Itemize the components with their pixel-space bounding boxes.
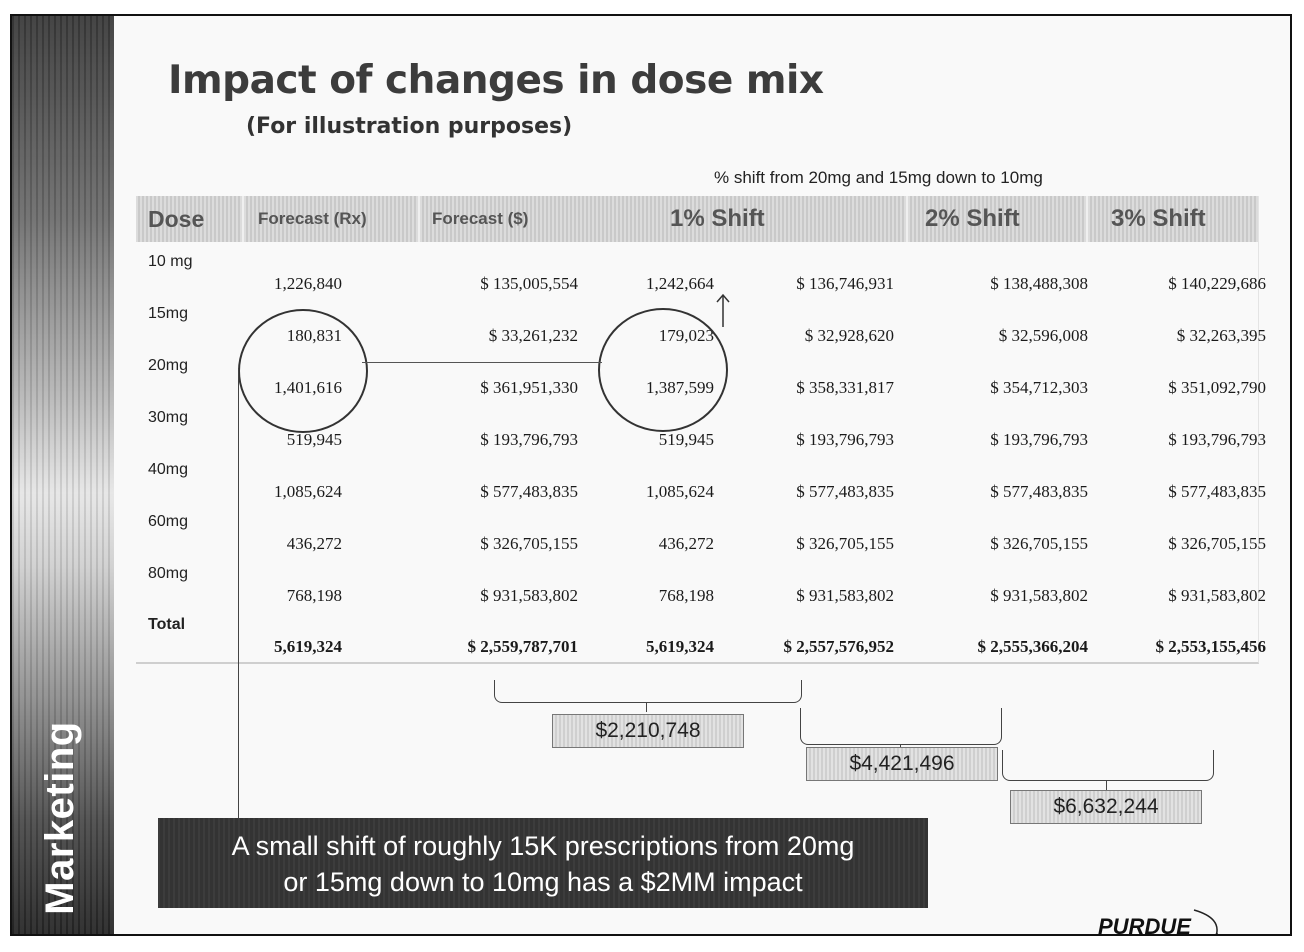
slide-frame: Marketing Impact of changes in dose mix … <box>10 14 1292 936</box>
shift3-usd-cell: $ 351,092,790 <box>1168 378 1266 397</box>
shift1-usd-cell: $ 193,796,793 <box>796 430 894 449</box>
shift1-usd-cell: $ 32,928,620 <box>804 326 894 345</box>
total-shift2-usd-cell: $ 2,555,366,204 <box>977 637 1089 656</box>
summary-line-2: or 15mg down to 10mg has a $2MM impact <box>283 867 803 897</box>
header-shift-3: 3% Shift <box>1111 205 1206 232</box>
shift2-usd-cell: $ 138,488,308 <box>990 274 1088 293</box>
shift3-usd-cell: $ 32,263,395 <box>1176 326 1266 345</box>
connector-line-vertical <box>238 368 239 818</box>
shift2-usd-cell: $ 931,583,802 <box>990 586 1088 605</box>
logo-text: PURDUE <box>1098 914 1192 936</box>
forecast-usd-cell: $ 33,261,232 <box>488 326 578 345</box>
forecast-usd-cell: $ 193,796,793 <box>480 430 578 449</box>
header-divider <box>1086 196 1088 242</box>
shift3-usd-cell: $ 326,705,155 <box>1168 534 1266 553</box>
header-dose: Dose <box>148 206 205 232</box>
shift2-usd-cell: $ 32,596,008 <box>998 326 1088 345</box>
shift3-usd-cell: $ 577,483,835 <box>1168 482 1266 501</box>
dose-label: 15mg <box>148 305 189 322</box>
shift1-rx-cell: 768,198 <box>658 586 714 605</box>
forecast-rx-cell: 519,945 <box>286 430 342 449</box>
forecast-usd-cell: $ 577,483,835 <box>480 482 578 501</box>
shift2-usd-cell: $ 193,796,793 <box>990 430 1088 449</box>
shift1-rx-cell: 519,945 <box>658 430 714 449</box>
sidebar: Marketing <box>12 16 114 934</box>
shift2-usd-cell: $ 326,705,155 <box>990 534 1088 553</box>
header-shift-2: 2% Shift <box>925 205 1020 232</box>
total-usd-cell: $ 2,559,787,701 <box>467 637 579 656</box>
up-arrow-icon <box>716 293 730 327</box>
shift1-usd-cell: $ 577,483,835 <box>796 482 894 501</box>
table-header: Dose Forecast (Rx) Forecast ($) 1% Shift… <box>136 196 1258 242</box>
shift3-usd-cell: $ 140,229,686 <box>1168 274 1266 293</box>
shift1-usd-cell: $ 326,705,155 <box>796 534 894 553</box>
header-divider <box>906 196 908 242</box>
total-label: Total <box>148 616 186 633</box>
summary-line-1: A small shift of roughly 15K prescriptio… <box>231 831 855 861</box>
total-shift3-usd-cell: $ 2,553,155,456 <box>1155 637 1267 656</box>
purdue-logo: PURDUE <box>1098 909 1218 936</box>
header-divider <box>418 196 420 242</box>
shift1-usd-cell: $ 136,746,931 <box>796 274 894 293</box>
shift2-usd-cell: $ 577,483,835 <box>990 482 1088 501</box>
shift1-rx-cell: 1,242,664 <box>646 274 714 293</box>
bracket-tick <box>1106 780 1107 790</box>
forecast-usd-cell: $ 326,705,155 <box>480 534 578 553</box>
connector-line <box>362 362 602 363</box>
shift2-usd-cell: $ 354,712,303 <box>990 378 1088 397</box>
dose-label: 20mg <box>148 357 189 374</box>
slide-title: Impact of changes in dose mix <box>168 58 824 103</box>
dose-label: 40mg <box>148 461 189 478</box>
dose-label: 60mg <box>148 513 189 530</box>
dose-label: 10 mg <box>148 253 193 270</box>
shift-note: % shift from 20mg and 15mg down to 10mg <box>714 168 1043 187</box>
header-shift-1: 1% Shift <box>670 205 765 232</box>
shift1-rx-cell: 1,085,624 <box>646 482 714 501</box>
forecast-usd-cell: $ 931,583,802 <box>480 586 578 605</box>
shift3-usd-cell: $ 193,796,793 <box>1168 430 1266 449</box>
header-divider <box>242 196 244 242</box>
dose-label: 80mg <box>148 565 189 582</box>
dose-label: 30mg <box>148 409 189 426</box>
total-shift1-usd-cell: $ 2,557,576,952 <box>783 637 895 656</box>
total-rx-cell: 5,619,324 <box>274 637 342 656</box>
forecast-rx-cell: 768,198 <box>286 586 342 605</box>
impact-callout-2: $4,421,496 <box>806 747 998 781</box>
forecast-rx-cell: 1,085,624 <box>274 482 342 501</box>
forecast-rx-cell: 436,272 <box>286 534 342 553</box>
impact-callout-3: $6,632,244 <box>1010 790 1202 824</box>
forecast-rx-cell: 1,226,840 <box>274 274 342 293</box>
total-shift1-rx-cell: 5,619,324 <box>646 637 714 656</box>
slide-subtitle: (For illustration purposes) <box>246 114 573 139</box>
bracket-shift2 <box>800 708 1002 745</box>
summary-message-box: A small shift of roughly 15K prescriptio… <box>158 818 928 908</box>
shift1-usd-cell: $ 358,331,817 <box>796 378 894 397</box>
sidebar-label: Marketing <box>38 721 82 915</box>
highlight-circle-shift <box>598 308 728 432</box>
shift1-rx-cell: 436,272 <box>658 534 714 553</box>
dose-mix-table: Dose Forecast (Rx) Forecast ($) 1% Shift… <box>136 196 1266 664</box>
impact-callout-1: $2,210,748 <box>552 714 744 748</box>
header-forecast-usd: Forecast ($) <box>432 209 529 228</box>
shift1-usd-cell: $ 931,583,802 <box>796 586 894 605</box>
bracket-tick <box>646 702 647 712</box>
forecast-usd-cell: $ 361,951,330 <box>480 378 578 397</box>
bracket-shift1 <box>494 680 802 703</box>
forecast-usd-cell: $ 135,005,554 <box>480 274 578 293</box>
shift3-usd-cell: $ 931,583,802 <box>1168 586 1266 605</box>
bracket-shift3 <box>1002 750 1214 781</box>
header-forecast-rx: Forecast (Rx) <box>258 209 367 228</box>
highlight-circle-forecast <box>238 309 368 433</box>
